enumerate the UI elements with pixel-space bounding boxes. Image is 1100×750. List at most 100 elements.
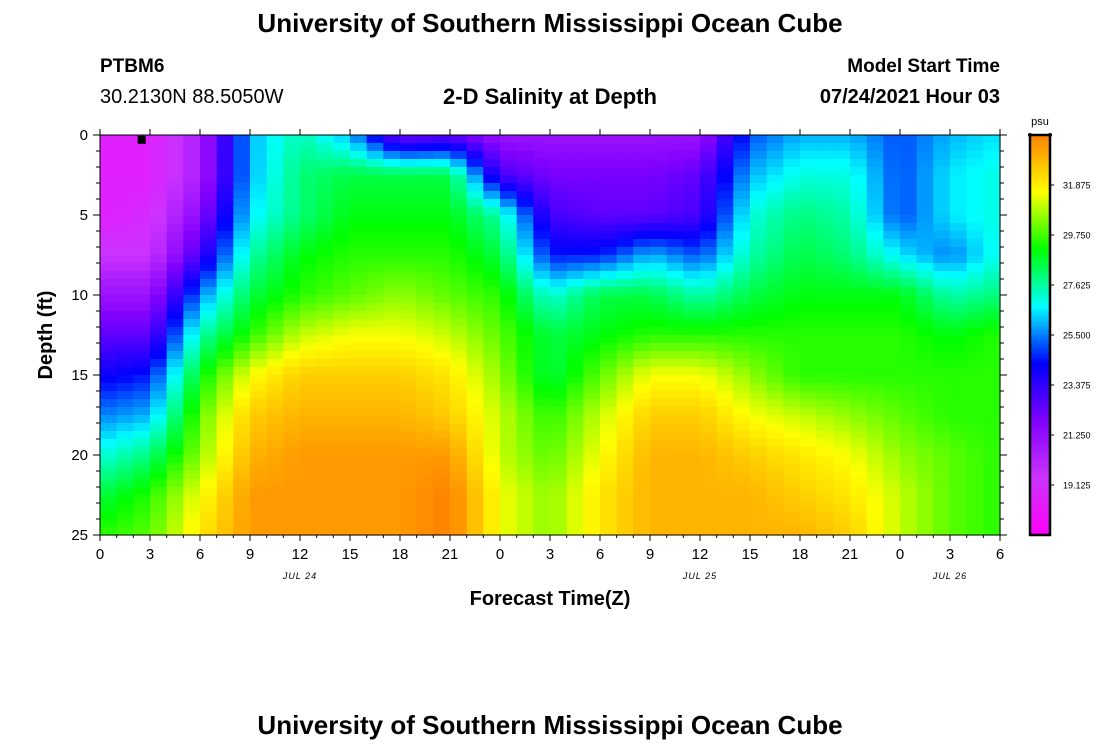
heatmap-cell <box>316 479 334 488</box>
heatmap-cell <box>816 375 834 384</box>
heatmap-cell <box>350 311 368 320</box>
heatmap-cell <box>383 375 401 384</box>
heatmap-cell <box>383 215 401 224</box>
heatmap-cell <box>683 207 701 216</box>
heatmap-cell <box>183 455 201 464</box>
heatmap-cell <box>116 527 134 536</box>
heatmap-cell <box>316 343 334 352</box>
heatmap-cell <box>800 455 818 464</box>
heatmap-cell <box>166 183 184 192</box>
heatmap-cell <box>150 159 168 168</box>
heatmap-cell <box>316 311 334 320</box>
heatmap-cell <box>383 255 401 264</box>
heatmap-cell <box>833 167 851 176</box>
heatmap-cell <box>450 223 468 232</box>
heatmap-cell <box>466 343 484 352</box>
y-axis-label: Depth (ft) <box>35 291 57 380</box>
heatmap-cell <box>983 215 1001 224</box>
heatmap-cell <box>450 175 468 184</box>
heatmap-cell <box>383 303 401 312</box>
heatmap-cell <box>150 335 168 344</box>
heatmap-cell <box>550 511 568 520</box>
heatmap-cell <box>600 351 618 360</box>
heatmap-cell <box>550 311 568 320</box>
heatmap-cell <box>916 351 934 360</box>
colorbar-segment <box>1030 193 1050 196</box>
heatmap-cell <box>633 295 651 304</box>
heatmap-cell <box>416 399 434 408</box>
heatmap-cell <box>400 143 418 152</box>
heatmap-cell <box>700 471 718 480</box>
heatmap-cell <box>250 175 268 184</box>
x-tick-label: 21 <box>842 546 859 563</box>
heatmap-cell <box>350 327 368 336</box>
heatmap-cell <box>450 455 468 464</box>
heatmap-cell <box>700 463 718 472</box>
heatmap-cell <box>833 247 851 256</box>
colorbar-segment <box>1030 373 1050 376</box>
heatmap-cell <box>933 359 951 368</box>
heatmap-cell <box>433 207 451 216</box>
heatmap-cell <box>383 231 401 240</box>
heatmap-cell <box>333 239 351 248</box>
heatmap-cell <box>600 439 618 448</box>
heatmap-cell <box>816 183 834 192</box>
heatmap-cell <box>683 247 701 256</box>
heatmap-cell <box>283 423 301 432</box>
heatmap-cell <box>283 367 301 376</box>
heatmap-cell <box>450 167 468 176</box>
heatmap-cell <box>566 351 584 360</box>
heatmap-cell <box>283 447 301 456</box>
x-tick-label: 12 <box>292 546 309 563</box>
heatmap-cell <box>216 407 234 416</box>
heatmap-cell <box>166 279 184 288</box>
heatmap-cell <box>966 327 984 336</box>
heatmap-cell <box>650 439 668 448</box>
heatmap-cell <box>116 231 134 240</box>
heatmap-cell <box>183 167 201 176</box>
heatmap-cell <box>366 407 384 416</box>
heatmap-cell <box>300 143 318 152</box>
heatmap-cell <box>300 399 318 408</box>
colorbar-segment <box>1030 157 1050 160</box>
heatmap-cell <box>683 487 701 496</box>
heatmap-cell <box>133 143 151 152</box>
heatmap-cell <box>716 159 734 168</box>
x-tick-label: 15 <box>342 546 359 563</box>
heatmap-cell <box>833 471 851 480</box>
heatmap-cell <box>366 359 384 368</box>
heatmap-cell <box>383 503 401 512</box>
colorbar-segment <box>1030 427 1050 430</box>
heatmap-cell <box>900 407 918 416</box>
heatmap-cell <box>150 527 168 536</box>
colorbar-segment <box>1030 159 1050 162</box>
colorbar-segment <box>1030 145 1050 148</box>
heatmap-cell <box>466 263 484 272</box>
heatmap-cell <box>716 351 734 360</box>
heatmap-cell <box>100 263 118 272</box>
heatmap-cell <box>850 455 868 464</box>
heatmap-cell <box>800 391 818 400</box>
heatmap-cell <box>816 447 834 456</box>
heatmap-cell <box>650 327 668 336</box>
heatmap-cell <box>750 231 768 240</box>
heatmap-cell <box>850 447 868 456</box>
heatmap-cell <box>283 191 301 200</box>
heatmap-cell <box>600 327 618 336</box>
heatmap-cell <box>633 159 651 168</box>
heatmap-cell <box>366 351 384 360</box>
heatmap-cell <box>216 359 234 368</box>
heatmap-cell <box>500 287 518 296</box>
heatmap-cell <box>733 359 751 368</box>
heatmap-cell <box>900 231 918 240</box>
heatmap-cell <box>883 135 901 144</box>
heatmap-cell <box>133 399 151 408</box>
heatmap-cell <box>733 223 751 232</box>
heatmap-cell <box>850 175 868 184</box>
heatmap-cell <box>750 255 768 264</box>
heatmap-cell <box>600 191 618 200</box>
heatmap-cell <box>316 471 334 480</box>
heatmap-cell <box>266 271 284 280</box>
heatmap-cell <box>583 167 601 176</box>
heatmap-cell <box>866 375 884 384</box>
